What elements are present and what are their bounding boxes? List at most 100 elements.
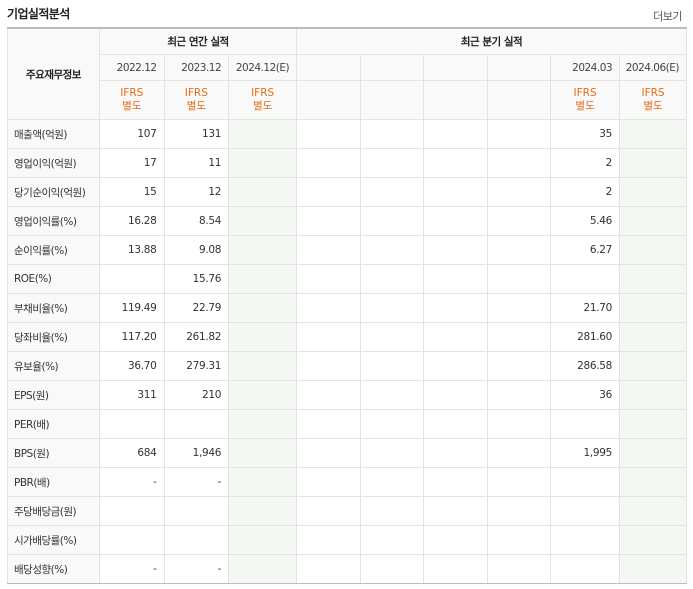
value-cell: - [163,467,230,497]
value-cell: 17 [98,148,165,178]
value-cell [423,380,488,410]
row-label: 유보율(%) [7,351,100,381]
value-cell [619,206,687,236]
standard-ifrs: IFRS [641,87,665,99]
value-cell [359,525,425,555]
standard-ifrs: IFRS [251,87,275,99]
value-cell [359,235,425,265]
accounting-standard: IFRS 별도 [163,80,230,120]
value-cell [296,264,361,294]
value-cell: 119.49 [98,293,165,323]
row-label: 매출액(억원) [7,119,100,149]
value-cell [296,438,361,468]
value-cell [619,351,687,381]
row-label: EPS(원) [7,380,100,410]
value-cell [423,148,488,178]
value-cell [359,409,425,439]
period-label: 2023.12 [163,54,230,81]
value-cell [359,148,425,178]
value-cell [550,264,621,294]
accounting-standard [296,80,361,120]
value-cell [619,554,687,584]
value-cell [359,467,425,497]
table-row: PBR(배) - - [7,467,687,497]
value-cell [423,235,488,265]
value-cell: 279.31 [163,351,230,381]
table-row: PER(배) [7,409,687,439]
value-cell [423,351,488,381]
value-cell: 12 [163,177,230,207]
panel-header: 기업실적분석 더보기 [0,0,693,27]
accounting-standard: IFRS 별도 [228,80,298,120]
value-cell [619,438,687,468]
value-cell [486,380,552,410]
value-cell [359,438,425,468]
table-row: 배당성향(%) - - [7,554,687,584]
value-cell [296,525,361,555]
value-cell [486,293,552,323]
value-cell [619,293,687,323]
header-row-groups: 주요재무정보 최근 연간 실적 최근 분기 실적 [7,27,687,120]
value-cell [359,554,425,584]
accounting-standard [359,80,425,120]
table-row: 주당배당금(원) [7,496,687,526]
value-cell [228,177,298,207]
value-cell [423,496,488,526]
value-cell: 261.82 [163,322,230,352]
value-cell [163,409,230,439]
value-cell [619,264,687,294]
value-cell: - [98,467,165,497]
value-cell [619,177,687,207]
value-cell [359,264,425,294]
value-cell [98,409,165,439]
value-cell: 6.27 [550,235,621,265]
value-cell: 21.70 [550,293,621,323]
value-cell [423,264,488,294]
value-cell [228,235,298,265]
accounting-standard: IFRS 별도 [98,80,165,120]
value-cell [98,496,165,526]
value-cell [98,525,165,555]
value-cell [486,438,552,468]
standard-type: 별도 [186,100,207,112]
value-cell [619,148,687,178]
row-label: PER(배) [7,409,100,439]
value-cell: 15.76 [163,264,230,294]
value-cell [228,525,298,555]
value-cell: 281.60 [550,322,621,352]
row-label: 영업이익(억원) [7,148,100,178]
value-cell [486,525,552,555]
annual-group-label: 최근 연간 실적 [98,27,298,55]
value-cell: 2 [550,148,621,178]
row-label: 시가배당률(%) [7,525,100,555]
value-cell [296,293,361,323]
value-cell: 1,946 [163,438,230,468]
value-cell [619,119,687,149]
period-label [359,54,425,81]
value-cell [359,119,425,149]
header-row-standards: IFRS 별도 IFRS 별도 IFRS 별도 IFRS 별도 IFRS 별도 [8,80,687,120]
value-cell: 36 [550,380,621,410]
table-row: 유보율(%) 36.70 279.31 286.58 [7,351,687,381]
value-cell: 210 [163,380,230,410]
value-cell [423,177,488,207]
value-cell: 117.20 [98,322,165,352]
value-cell [486,177,552,207]
value-cell [619,322,687,352]
table-row: 당좌비율(%) 117.20 261.82 281.60 [7,322,687,352]
standard-type: 별도 [122,100,142,112]
value-cell [228,322,298,352]
accounting-standard: IFRS 별도 [619,80,687,120]
table-row: 부채비율(%) 119.49 22.79 21.70 [7,293,687,323]
value-cell [163,525,230,555]
row-label: 주당배당금(원) [7,496,100,526]
period-label: 2024.03 [550,54,621,81]
value-cell: 1,995 [550,438,621,468]
value-cell [296,119,361,149]
value-cell [486,148,552,178]
more-link[interactable]: 더보기 [653,10,682,23]
value-cell [359,380,425,410]
value-cell [423,525,488,555]
quarter-group-label: 최근 분기 실적 [296,27,687,55]
accounting-standard [486,80,552,120]
